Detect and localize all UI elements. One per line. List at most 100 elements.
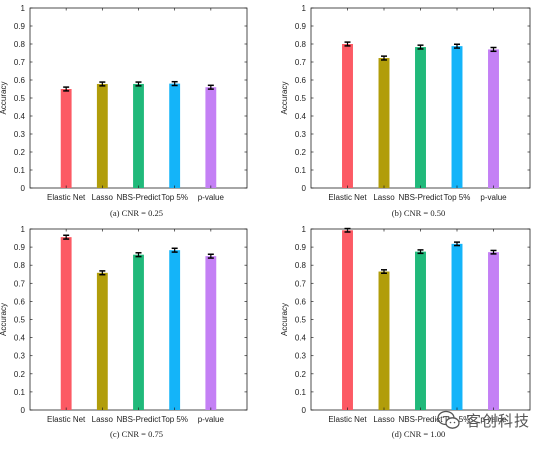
panel-caption: (b) CNR = 0.50 <box>392 208 445 218</box>
bar <box>96 83 108 188</box>
y-tick-label: 0.4 <box>14 334 26 343</box>
bar <box>342 230 353 410</box>
y-tick-label: 0.6 <box>14 76 26 85</box>
y-tick-label: 0.1 <box>295 166 307 175</box>
y-tick-label: 0.9 <box>14 243 26 252</box>
bar <box>169 83 181 188</box>
x-tick-label: Top 5% <box>161 415 188 424</box>
bar <box>415 251 426 410</box>
x-tick-label: NBS-Predict <box>116 193 161 202</box>
bar <box>169 250 181 410</box>
panel-caption: (a) CNR = 0.25 <box>110 208 163 218</box>
watermark-text: 客创科技 <box>466 411 531 430</box>
y-tick-label: 1 <box>302 4 307 13</box>
x-tick-label: Elastic Net <box>47 193 86 202</box>
x-tick-label: Lasso <box>92 415 114 424</box>
y-axis-label: Accuracy <box>280 303 289 336</box>
bar <box>60 89 72 188</box>
x-tick-label: Elastic Net <box>47 415 86 424</box>
panel-caption: (d) CNR = 1.00 <box>392 429 445 439</box>
x-tick-label: p-value <box>480 415 507 424</box>
y-tick-label: 0.8 <box>14 40 26 49</box>
chart-panel-2: 0 0.1 0.2 0.3 0.4 0.5 0.6 0.7 0.8 0.9 1 Accuracy Ela… <box>280 4 531 218</box>
y-tick-label: 0.9 <box>295 22 307 31</box>
y-tick-label: 0.7 <box>14 279 26 288</box>
x-tick-label: Top 5% <box>161 193 188 202</box>
y-tick-label: 0.6 <box>295 76 307 85</box>
bar <box>133 254 144 410</box>
y-tick-label: 0.9 <box>14 22 26 31</box>
y-tick-label: 0.4 <box>295 334 307 343</box>
bar <box>342 44 353 188</box>
y-tick-label: 0.2 <box>295 148 307 157</box>
y-tick-label: 1 <box>21 225 26 234</box>
y-tick-label: 0.3 <box>295 352 307 361</box>
bar <box>378 271 390 410</box>
y-tick-label: 0.6 <box>295 297 307 306</box>
panel-caption: (c) CNR = 0.75 <box>110 429 163 439</box>
y-tick-label: 0.1 <box>14 388 26 397</box>
y-tick-label: 0.7 <box>295 279 307 288</box>
bar <box>488 252 499 410</box>
y-tick-label: 1 <box>21 4 26 13</box>
x-tick-label: p-value <box>198 415 225 424</box>
y-tick-label: 0 <box>302 406 307 415</box>
x-tick-label: NBS-Predict <box>116 415 161 424</box>
y-tick-label: 0 <box>302 184 307 193</box>
y-tick-label: 0.9 <box>295 243 307 252</box>
y-tick-label: 0.4 <box>14 112 26 121</box>
y-tick-label: 0.6 <box>14 297 26 306</box>
y-tick-label: 0 <box>21 184 26 193</box>
y-tick-label: 0.1 <box>14 166 26 175</box>
watermark: 客创科技 <box>437 405 553 435</box>
y-axis-label: Accuracy <box>0 82 8 115</box>
y-tick-label: 0.2 <box>14 370 26 379</box>
y-tick-label: 1 <box>302 225 307 234</box>
x-tick-label: Lasso <box>373 415 395 424</box>
y-tick-label: 0.5 <box>14 316 26 325</box>
y-axis-label: Accuracy <box>0 303 8 336</box>
x-tick-label: Lasso <box>92 193 114 202</box>
x-tick-label: Lasso <box>373 193 395 202</box>
y-tick-label: 0.2 <box>295 370 307 379</box>
x-tick-label: p-value <box>198 193 225 202</box>
bar <box>205 87 217 188</box>
bar <box>488 49 499 189</box>
y-tick-label: 0.3 <box>14 130 26 139</box>
y-tick-label: 0.1 <box>295 388 307 397</box>
bar <box>415 47 426 189</box>
y-tick-label: 0.8 <box>295 261 307 270</box>
bar <box>60 237 72 410</box>
y-tick-label: 0.4 <box>295 112 307 121</box>
y-tick-label: 0.8 <box>14 261 26 270</box>
x-tick-label: Elastic Net <box>328 415 367 424</box>
chart-panel-4: 0 0.1 0.2 0.3 0.4 0.5 0.6 0.7 0.8 0.9 1 Accuracy Ela… <box>280 225 531 439</box>
chart-panel-3: 0 0.1 0.2 0.3 0.4 0.5 0.6 0.7 0.8 0.9 1 Accuracy Ela… <box>0 225 248 439</box>
y-tick-label: 0 <box>21 406 26 415</box>
bar <box>451 46 463 188</box>
chart-panel-1: 0 0.1 0.2 0.3 0.4 0.5 0.6 0.7 0.8 0.9 1 Accuracy Ela… <box>0 4 248 218</box>
y-tick-label: 0.5 <box>295 94 307 103</box>
x-tick-label: Elastic Net <box>328 193 367 202</box>
x-tick-label: NBS-Predict <box>398 193 443 202</box>
y-tick-label: 0.3 <box>295 130 307 139</box>
bar <box>378 58 390 188</box>
y-tick-label: 0.3 <box>14 352 26 361</box>
bar <box>451 243 463 410</box>
wechat-logo-icon <box>437 410 460 429</box>
y-tick-label: 0.5 <box>14 94 26 103</box>
bar <box>205 256 217 410</box>
y-tick-label: 0.5 <box>295 316 307 325</box>
y-tick-label: 0.7 <box>295 58 307 67</box>
bar <box>133 83 144 188</box>
y-tick-label: 0.2 <box>14 148 26 157</box>
x-tick-label: p-value <box>480 193 507 202</box>
x-tick-label: NBS-Predict <box>398 415 443 424</box>
y-tick-label: 0.8 <box>295 40 307 49</box>
y-tick-label: 0.7 <box>14 58 26 67</box>
bar <box>96 272 108 410</box>
y-axis-label: Accuracy <box>280 82 289 115</box>
x-tick-label: Top 5% <box>444 193 471 202</box>
